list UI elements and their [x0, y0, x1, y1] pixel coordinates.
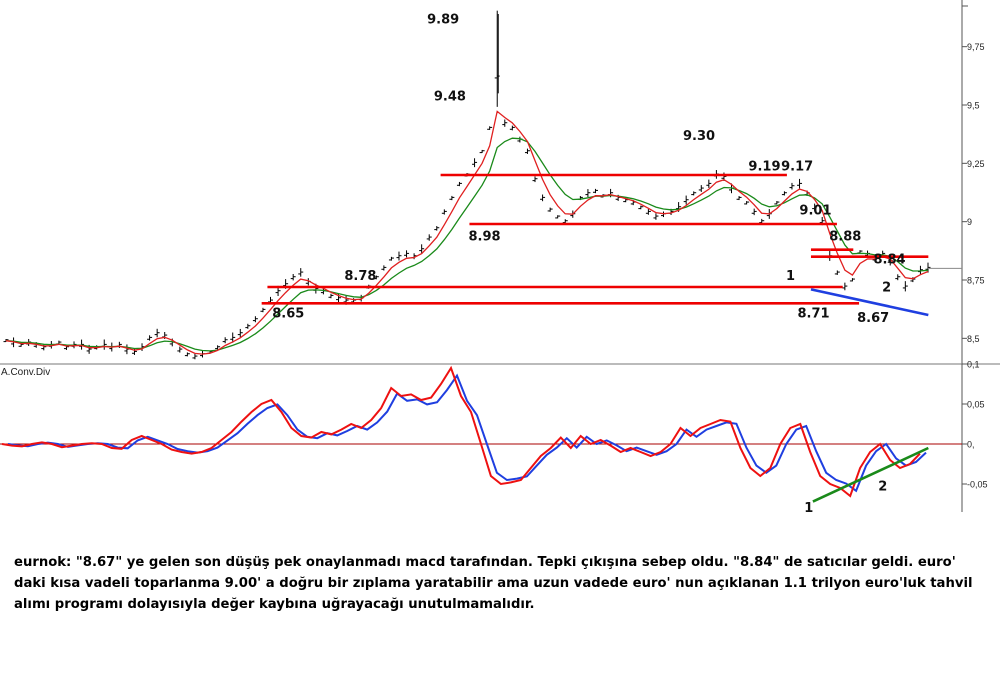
indicator-panel: A.Conv.Div 0,1 0,05 0, -0,05 1 2 [0, 360, 988, 516]
indicator-tick-label: 0, [967, 440, 975, 450]
price-annotation-label: 8.65 [272, 306, 304, 321]
indicator-title: A.Conv.Div [1, 367, 50, 378]
moving-average-slow-line [5, 137, 929, 352]
price-tick-label: 9,25 [967, 159, 985, 169]
support-trendline [810, 288, 929, 317]
indicator-annotation-label: 1 [804, 501, 813, 516]
indicator-tick-label: -0,05 [967, 480, 988, 490]
price-annotation-label: 2 [882, 281, 891, 296]
price-annotation-label: 9.01 [799, 204, 831, 219]
price-annotation-label: 8.88 [829, 229, 861, 244]
price-annotation-label: 1 [786, 269, 795, 284]
price-annotation-label: 8.98 [468, 229, 500, 244]
indicator-tick-label: 0,05 [967, 400, 985, 410]
price-tick-label: 8,5 [967, 334, 980, 344]
price-annotation-label: 8.71 [797, 306, 829, 321]
price-tick-label: 9,75 [967, 42, 985, 52]
price-tick-label: 9 [967, 217, 972, 227]
price-annotation-label: 9.17 [781, 159, 813, 174]
indicator-trendline [812, 446, 929, 503]
macd-line [1, 365, 921, 498]
price-tick-label: 9,5 [967, 101, 980, 111]
price-annotation-label: 9.30 [683, 129, 715, 144]
price-annotation-label: 8.67 [857, 311, 889, 326]
chart-canvas: 9,75 9,5 9,25 9 8,75 8,5 9.89 9.48 9.30 9.19 9.17 9… [0, 0, 1000, 516]
indicator-tick-label: 0,1 [967, 360, 980, 370]
price-annotation-label: 8.78 [344, 269, 376, 284]
moving-average-fast-line [5, 110, 929, 355]
price-bars [3, 10, 931, 360]
price-annotation-label: 8.84 [873, 253, 905, 268]
price-annotation-label: 9.19 [748, 159, 780, 174]
price-panel: 9,75 9,5 9,25 9 8,75 8,5 9.89 9.48 9.30 9.19 9.17 9… [0, 0, 1000, 365]
price-annotation-label: 9.89 [427, 12, 459, 27]
price-annotation-label: 9.48 [434, 89, 466, 104]
price-tick-label: 8,75 [967, 276, 985, 286]
signal-line [7, 373, 927, 493]
commentary-text: eurnok: "8.67" ye gelen son düşüş pek on… [14, 555, 973, 612]
indicator-annotation-label: 2 [878, 479, 887, 494]
